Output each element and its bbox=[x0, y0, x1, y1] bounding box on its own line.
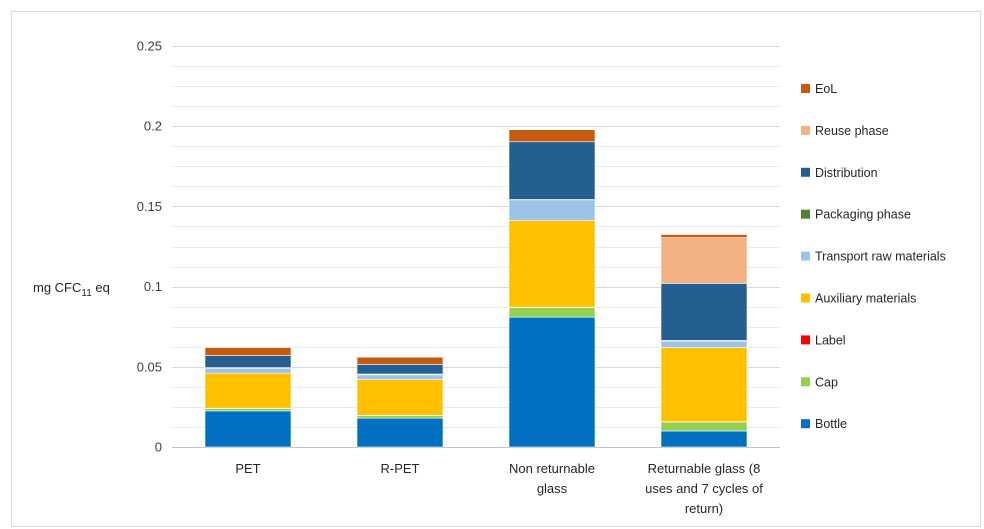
bar-segment-eol bbox=[204, 347, 292, 356]
bar-segment-transport-raw-materials bbox=[508, 199, 596, 221]
legend-swatch bbox=[801, 419, 810, 429]
x-axis-labels: PET R-PET Non returnable glass Returnable gl… bbox=[235, 461, 763, 516]
legend-label: EoL bbox=[815, 82, 837, 96]
bar-segment-cap bbox=[660, 421, 748, 432]
legend-label: Reuse phase bbox=[815, 124, 889, 138]
bar-segment-auxiliary-materials bbox=[660, 347, 748, 423]
legend-label: Label bbox=[815, 333, 846, 347]
y-axis-label: mg CFC11 eq bbox=[33, 280, 110, 299]
bar-segment-bottle bbox=[356, 417, 444, 448]
bar-segment-cap bbox=[508, 307, 596, 318]
x-category-label: PET bbox=[235, 461, 260, 476]
bar-segment-eol bbox=[356, 356, 444, 365]
bar-segment-cap bbox=[204, 408, 292, 412]
y-tick-label: 0 bbox=[155, 440, 162, 455]
bar-segment-auxiliary-materials bbox=[356, 379, 444, 416]
legend-swatch bbox=[801, 84, 810, 93]
x-category-label: Non returnable glass bbox=[509, 461, 595, 496]
legend-label: Packaging phase bbox=[815, 208, 911, 222]
legend-swatch bbox=[801, 209, 810, 219]
y-tick-label: 0.05 bbox=[137, 359, 162, 374]
legend-swatch bbox=[801, 293, 810, 303]
legend-label: Cap bbox=[815, 375, 838, 389]
bar-segment-auxiliary-materials bbox=[204, 372, 292, 409]
legend-swatch bbox=[801, 125, 810, 135]
bar-segment-distribution bbox=[508, 141, 596, 200]
chart-frame bbox=[11, 11, 981, 527]
y-tick-label: 0.15 bbox=[137, 199, 162, 214]
legend-swatch bbox=[801, 335, 810, 345]
bar-segment-bottle bbox=[508, 316, 596, 448]
y-tick-label: 0.2 bbox=[144, 119, 162, 134]
y-tick-label: 0.1 bbox=[144, 279, 162, 294]
legend-swatch bbox=[801, 167, 810, 177]
legend-label: Distribution bbox=[815, 166, 878, 180]
bar-segment-bottle bbox=[660, 430, 748, 448]
legend-swatch bbox=[801, 251, 810, 261]
bar-segment-bottle bbox=[204, 410, 292, 448]
bar-segment-auxiliary-materials bbox=[508, 220, 596, 308]
bar-segment-reuse-phase bbox=[660, 237, 748, 284]
bar-segment-transport-raw-materials bbox=[660, 340, 748, 348]
bar-segment-transport-raw-materials bbox=[204, 368, 292, 374]
y-tick-label: 0.25 bbox=[137, 39, 162, 54]
bar-segment-eol bbox=[508, 129, 596, 143]
bar-segment-eol bbox=[660, 234, 748, 238]
x-category-label: Returnable glass (8 uses and 7 cycles of r… bbox=[645, 461, 763, 516]
legend-label: Bottle bbox=[815, 417, 847, 431]
legend-swatch bbox=[801, 377, 810, 387]
bars bbox=[204, 129, 748, 448]
bar-segment-distribution bbox=[660, 283, 748, 341]
bar-segment-distribution bbox=[204, 355, 292, 368]
x-category-label: R-PET bbox=[381, 461, 420, 476]
y-axis-ticks: 0 0.05 0.1 0.15 0.2 0.25 bbox=[137, 39, 162, 455]
bar-segment-cap bbox=[356, 415, 444, 419]
legend-label: Transport raw materials bbox=[815, 250, 946, 264]
legend: EoL Reuse phase Distribution Packaging phas… bbox=[801, 82, 946, 431]
bar-segment-transport-raw-materials bbox=[356, 374, 444, 380]
bar-segment-distribution bbox=[356, 364, 444, 375]
legend-label: Auxiliary materials bbox=[815, 292, 916, 306]
